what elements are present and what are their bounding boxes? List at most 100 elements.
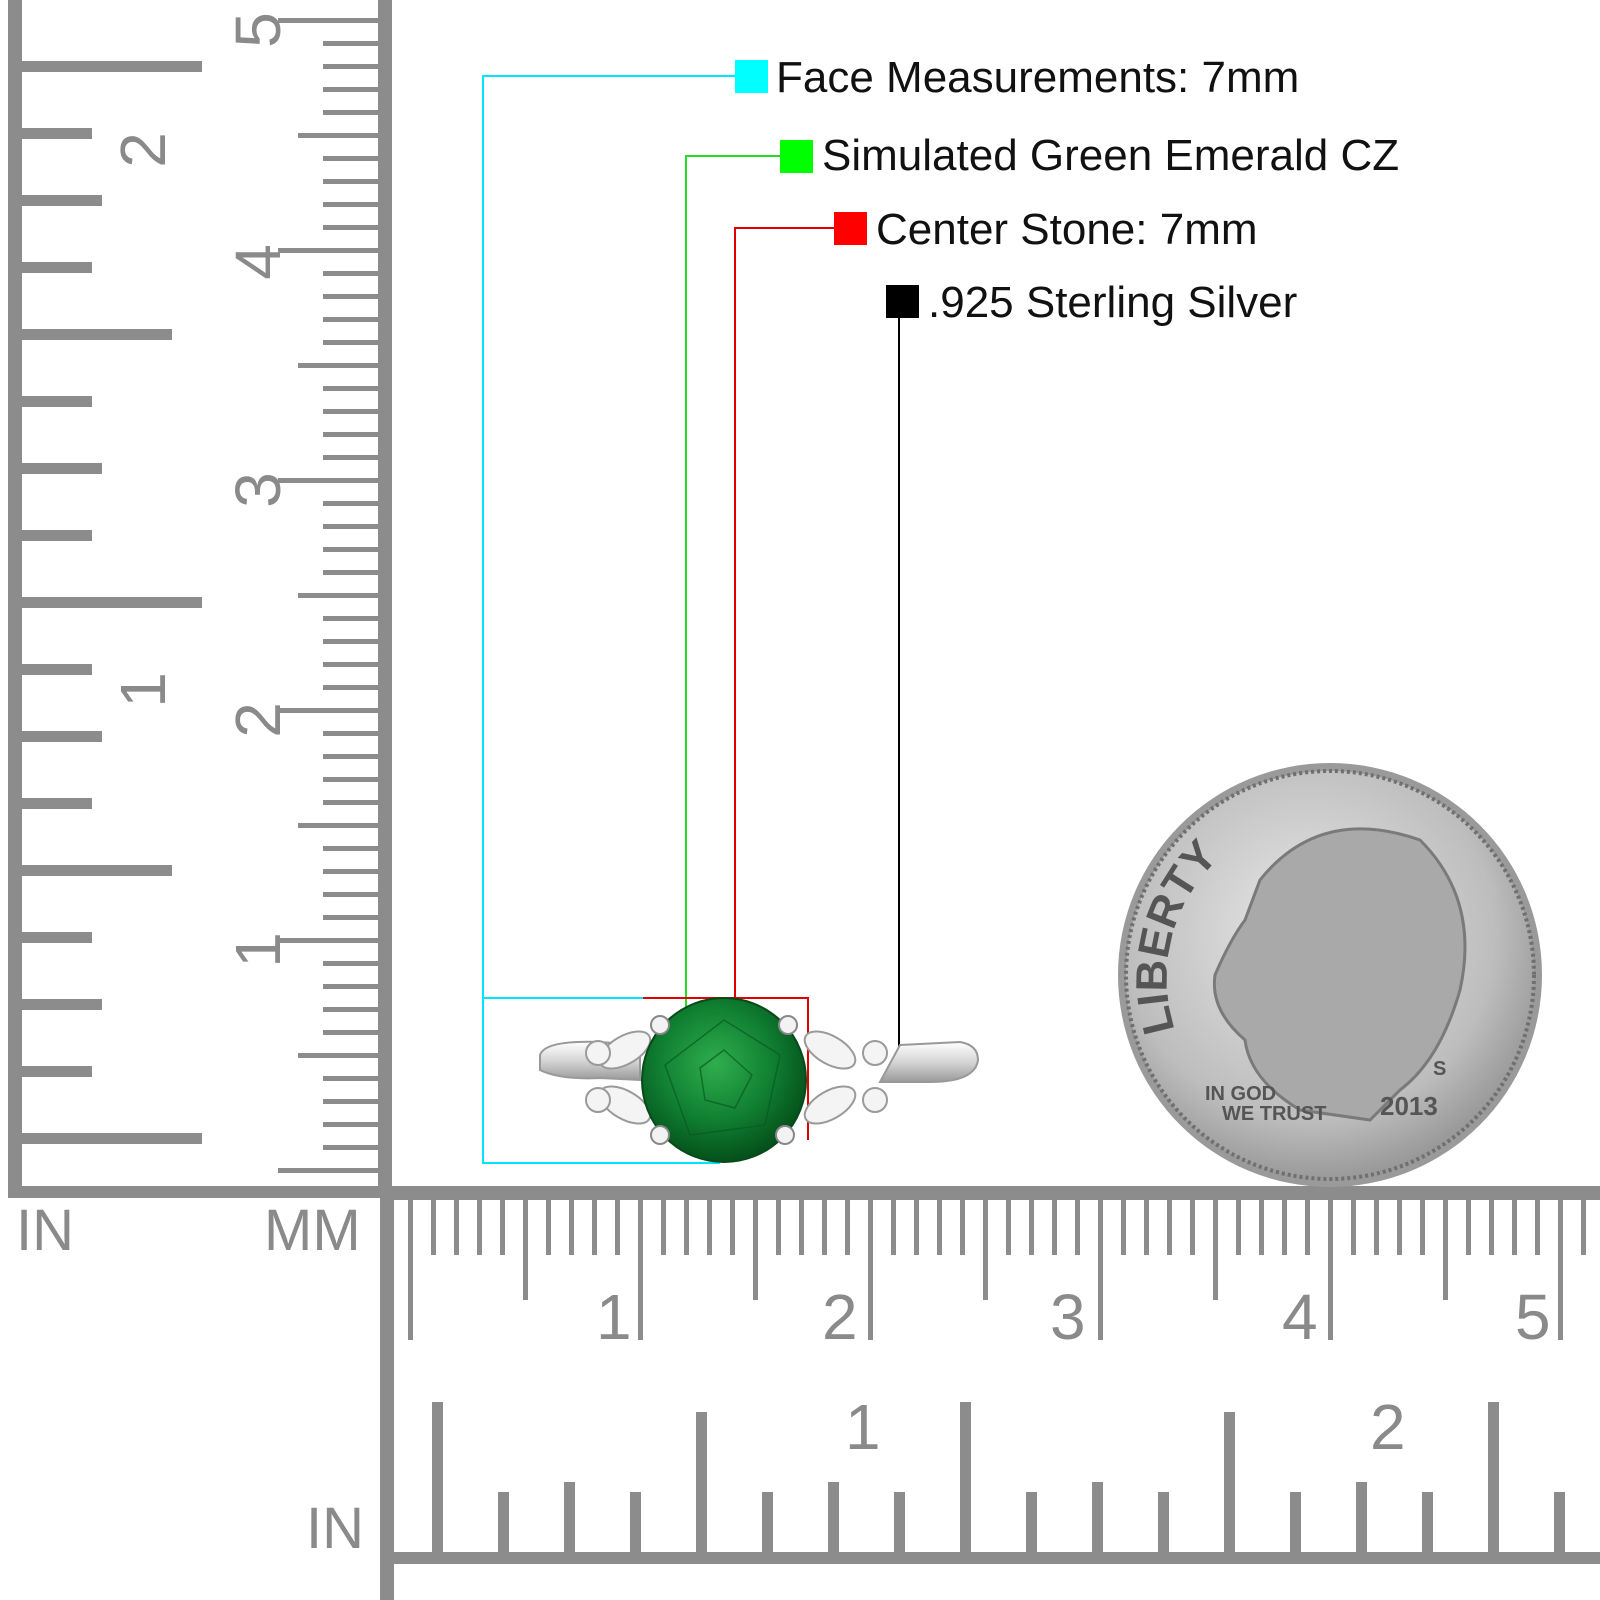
mm-tick xyxy=(323,409,378,414)
mm-tick xyxy=(1259,1200,1264,1255)
mm-tick xyxy=(323,1145,378,1150)
mm-tick xyxy=(776,1200,781,1255)
mm-tick xyxy=(323,110,378,115)
mm-tick xyxy=(1420,1200,1425,1255)
mm-tick xyxy=(323,1007,378,1012)
inch-tick xyxy=(22,597,202,608)
mm-tick xyxy=(408,1200,413,1340)
inch-tick xyxy=(432,1402,443,1552)
mm-tick xyxy=(1236,1200,1241,1255)
legend-face: Face Measurements: 7mm xyxy=(776,53,1300,102)
mm-tick xyxy=(323,547,378,552)
left-inch-number: 2 xyxy=(106,132,179,168)
inch-tick xyxy=(22,664,92,675)
mm-tick xyxy=(323,87,378,92)
mm-tick xyxy=(891,1200,896,1255)
mm-tick xyxy=(684,1200,689,1255)
bottom-mm-number: 3 xyxy=(1050,1281,1086,1353)
mm-tick xyxy=(868,1200,873,1340)
mm-tick xyxy=(323,915,378,920)
ring xyxy=(539,997,980,1163)
mm-tick xyxy=(278,938,378,943)
mm-tick xyxy=(323,271,378,276)
left-mm-number: 5 xyxy=(221,12,294,48)
inch-tick xyxy=(828,1482,839,1552)
mm-tick xyxy=(431,1200,436,1255)
mm-tick xyxy=(323,662,378,667)
mm-tick xyxy=(323,340,378,345)
bottom-inch-number: 2 xyxy=(1370,1391,1406,1463)
mm-tick xyxy=(592,1200,597,1255)
mm-tick xyxy=(707,1200,712,1255)
left-mm-number: 2 xyxy=(221,702,294,738)
inch-tick xyxy=(22,798,92,809)
center-stone-box xyxy=(643,997,809,1140)
mm-tick xyxy=(278,1168,378,1173)
mm-tick xyxy=(1167,1200,1172,1255)
mm-tick xyxy=(298,363,378,368)
mm-tick xyxy=(1466,1200,1471,1255)
mm-tick xyxy=(323,570,378,575)
legend-swatch-stone xyxy=(780,140,813,173)
inch-tick xyxy=(22,1066,92,1077)
legend-swatch-metal xyxy=(886,285,919,318)
mm-tick xyxy=(799,1200,804,1255)
inch-tick xyxy=(1290,1492,1301,1552)
mm-tick xyxy=(278,248,378,253)
mm-tick xyxy=(615,1200,620,1255)
bottom-inch-unit: IN xyxy=(306,1496,364,1561)
center-stone xyxy=(641,997,807,1163)
bottom-inch-number: 1 xyxy=(845,1391,881,1463)
inch-tick xyxy=(696,1412,707,1552)
inch-tick xyxy=(22,128,92,139)
mm-tick xyxy=(323,1076,378,1081)
mm-tick xyxy=(1535,1200,1540,1255)
inch-tick xyxy=(762,1492,773,1552)
inch-tick xyxy=(22,61,202,72)
mm-tick xyxy=(278,708,378,713)
mm-tick xyxy=(323,179,378,184)
mm-tick xyxy=(1558,1200,1563,1340)
inch-tick xyxy=(498,1492,509,1552)
mm-tick xyxy=(1512,1200,1517,1255)
inch-tick xyxy=(22,262,92,273)
mm-tick xyxy=(638,1200,643,1340)
mm-tick xyxy=(323,731,378,736)
mm-tick xyxy=(1190,1200,1195,1255)
bottom-mm-number: 5 xyxy=(1515,1281,1551,1353)
mm-tick xyxy=(477,1200,482,1255)
face-measurement-line xyxy=(482,75,735,1164)
mm-tick xyxy=(323,984,378,989)
mm-tick xyxy=(323,524,378,529)
mm-tick xyxy=(1282,1200,1287,1255)
mm-tick xyxy=(278,478,378,483)
coin-motto-2: WE TRUST xyxy=(1222,1103,1326,1125)
legend-swatch-face xyxy=(735,60,768,93)
prongs xyxy=(650,1015,798,1145)
mm-tick xyxy=(323,869,378,874)
inch-tick xyxy=(22,1133,202,1144)
mm-tick xyxy=(845,1200,850,1255)
mm-tick xyxy=(323,892,378,897)
mm-tick xyxy=(914,1200,919,1255)
mm-tick xyxy=(937,1200,942,1255)
mm-tick xyxy=(1075,1200,1080,1255)
inch-tick xyxy=(1158,1492,1169,1552)
mm-tick xyxy=(298,1053,378,1058)
mm-tick xyxy=(323,294,378,299)
mm-tick xyxy=(1443,1200,1448,1300)
inch-tick xyxy=(22,530,92,541)
inch-tick xyxy=(22,329,172,340)
mm-tick xyxy=(323,501,378,506)
mm-tick xyxy=(1328,1200,1333,1340)
mm-unit: MM xyxy=(264,1198,361,1263)
mm-tick xyxy=(454,1200,459,1255)
mm-tick xyxy=(523,1200,528,1300)
legend-metal: .925 Sterling Silver xyxy=(928,278,1298,327)
inch-tick xyxy=(22,932,92,943)
mm-tick xyxy=(1581,1200,1586,1255)
mm-tick xyxy=(323,41,378,46)
mm-tick xyxy=(323,386,378,391)
bottom-mm-number: 2 xyxy=(822,1281,858,1353)
leader-lines xyxy=(482,75,900,1164)
